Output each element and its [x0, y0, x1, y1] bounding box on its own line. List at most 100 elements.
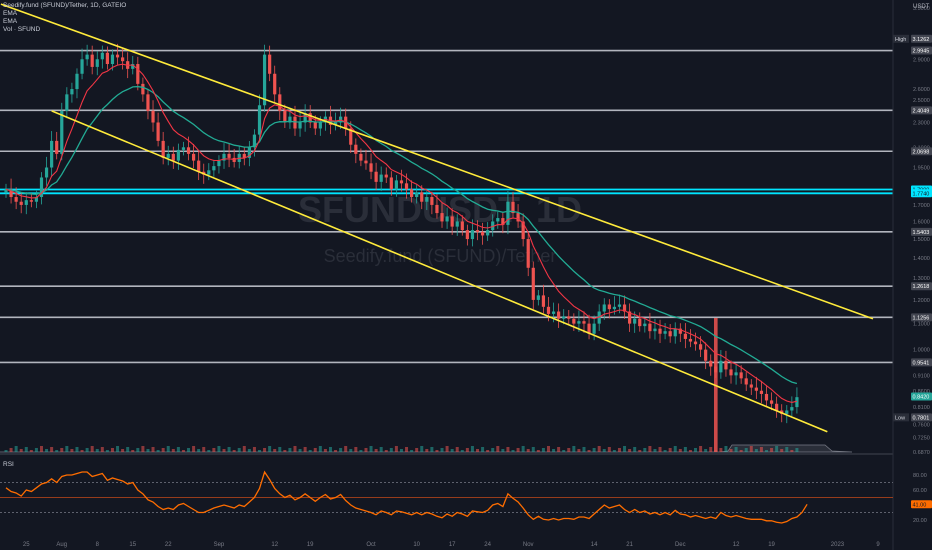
candle-body[interactable] — [44, 167, 49, 178]
candle-body[interactable] — [526, 239, 530, 268]
candle-body[interactable] — [769, 400, 774, 404]
candle-body[interactable] — [653, 328, 657, 332]
candle-body[interactable] — [531, 267, 535, 300]
candle-body[interactable] — [470, 230, 475, 240]
candle-body[interactable] — [131, 64, 135, 69]
candle-body[interactable] — [105, 52, 109, 65]
price-badge[interactable] — [911, 189, 932, 198]
candle-body[interactable] — [420, 192, 424, 202]
candle-body[interactable] — [369, 163, 373, 172]
rsi-line[interactable] — [5, 470, 808, 524]
candle-body[interactable] — [501, 218, 505, 225]
candle-body[interactable] — [557, 311, 561, 319]
candle-body[interactable] — [602, 304, 606, 312]
candle-body[interactable] — [176, 149, 180, 161]
candle-body[interactable] — [29, 200, 33, 202]
candle-body[interactable] — [156, 122, 160, 141]
candle-body[interactable] — [622, 304, 627, 312]
candle-body[interactable] — [729, 369, 733, 376]
candle-body[interactable] — [704, 349, 708, 361]
candle-body[interactable] — [572, 318, 576, 324]
candle-body[interactable] — [389, 177, 393, 190]
candle-body[interactable] — [562, 316, 566, 319]
candle-body[interactable] — [764, 393, 769, 401]
candle-body[interactable] — [709, 360, 713, 367]
candle-body[interactable] — [394, 180, 398, 190]
candle-body[interactable] — [546, 306, 551, 314]
candle-body[interactable] — [744, 378, 748, 385]
candle-body[interactable] — [643, 323, 647, 327]
candle-body[interactable] — [435, 204, 439, 214]
candle-body[interactable] — [60, 110, 64, 154]
candle-body[interactable] — [90, 54, 94, 67]
candle-body[interactable] — [521, 221, 525, 240]
candle-body[interactable] — [227, 153, 231, 158]
price-badge[interactable] — [911, 227, 932, 236]
legend-ema-slow[interactable]: EMA — [3, 18, 18, 25]
candle-body[interactable] — [612, 306, 616, 310]
candle-body[interactable] — [121, 57, 125, 62]
candle-body[interactable] — [663, 331, 667, 334]
candle-body[interactable] — [475, 230, 480, 232]
candle-body[interactable] — [633, 318, 637, 324]
candle-body[interactable] — [724, 360, 728, 370]
candle-body[interactable] — [4, 189, 8, 193]
candle-body[interactable] — [440, 213, 444, 222]
candle-body[interactable] — [551, 311, 556, 314]
candle-body[interactable] — [75, 73, 79, 90]
legend-volume[interactable]: Vol · SFUND — [3, 26, 41, 33]
candle-body[interactable] — [460, 221, 464, 231]
candle-body[interactable] — [242, 153, 246, 158]
candle-body[interactable] — [313, 122, 317, 129]
candle-body[interactable] — [648, 323, 652, 332]
candle-body[interactable] — [151, 110, 155, 123]
candle-body[interactable] — [136, 64, 140, 84]
candle-body[interactable] — [587, 323, 591, 334]
candle-body[interactable] — [24, 200, 28, 205]
candle-body[interactable] — [50, 140, 54, 168]
candle-body[interactable] — [404, 183, 409, 190]
candle-body[interactable] — [9, 189, 13, 198]
candle-body[interactable] — [734, 372, 738, 376]
candle-body[interactable] — [445, 216, 449, 222]
candle-body[interactable] — [617, 304, 622, 307]
candle-body[interactable] — [14, 197, 18, 202]
candle-body[interactable] — [754, 387, 758, 391]
candle-body[interactable] — [668, 331, 672, 337]
candle-body[interactable] — [790, 407, 794, 411]
price-badge[interactable] — [911, 313, 932, 322]
candle-body[interactable] — [592, 323, 596, 334]
candle-body[interactable] — [257, 105, 262, 135]
candle-body[interactable] — [607, 304, 611, 310]
price-badge[interactable] — [911, 106, 932, 115]
candle-body[interactable] — [288, 116, 292, 123]
candle-body[interactable] — [354, 144, 358, 154]
candle-body[interactable] — [247, 147, 251, 158]
candle-body[interactable] — [197, 160, 201, 172]
price-badge[interactable] — [911, 34, 932, 43]
candle-body[interactable] — [486, 230, 490, 236]
candle-body[interactable] — [379, 174, 383, 182]
price-badge[interactable] — [911, 413, 932, 422]
candle-body[interactable] — [278, 94, 282, 111]
price-badge[interactable] — [911, 46, 932, 55]
candle-body[interactable] — [430, 197, 434, 205]
candle-body[interactable] — [207, 170, 211, 175]
candle-body[interactable] — [191, 153, 196, 161]
candle-body[interactable] — [465, 230, 469, 240]
candle-body[interactable] — [161, 140, 165, 158]
candle-body[interactable] — [303, 113, 307, 123]
candle-body[interactable] — [678, 328, 682, 334]
candle-body[interactable] — [55, 140, 59, 154]
candle-body[interactable] — [115, 54, 120, 58]
candle-body[interactable] — [450, 216, 454, 227]
candle-body[interactable] — [785, 410, 789, 414]
candle-body[interactable] — [719, 360, 723, 373]
candle-body[interactable] — [212, 166, 216, 171]
candle-body[interactable] — [511, 201, 515, 214]
price-badge[interactable] — [911, 358, 932, 367]
candle-body[interactable] — [536, 295, 540, 300]
candle-body[interactable] — [349, 128, 353, 145]
candle-body[interactable] — [506, 201, 510, 225]
